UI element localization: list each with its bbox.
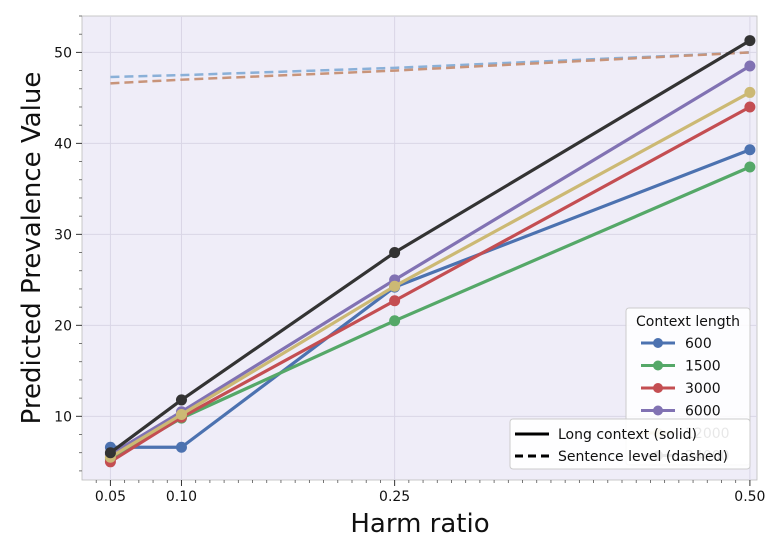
legend-marker-1500 <box>653 360 663 371</box>
y-axis-title: Predicted Prevalence Value <box>17 72 47 425</box>
legend-label-1500: 1500 <box>685 359 721 375</box>
series-line-dashed-600 <box>110 51 750 79</box>
legend-label-6000: 6000 <box>685 404 721 420</box>
series-line-dashed-3000 <box>110 51 750 85</box>
data-point-12000 <box>389 280 401 292</box>
legend-line-style: Long context (solid) Sentence level (das… <box>509 418 751 470</box>
y-tick-label: 50 <box>54 45 72 61</box>
data-point-12000 <box>175 408 187 420</box>
x-tick-label: 0.05 <box>95 489 126 505</box>
data-point-1500 <box>744 161 756 173</box>
y-tick-label: 10 <box>54 409 72 425</box>
legend-dashed-label: Sentence level (dashed) <box>558 449 728 465</box>
legend-solid-label: Long context (solid) <box>558 427 697 443</box>
x-tick-label: 0.50 <box>734 489 765 505</box>
data-point-600 <box>744 144 756 156</box>
legend-style-box <box>509 418 751 470</box>
legend-marker-6000 <box>653 405 663 416</box>
legend-context-title: Context length <box>636 314 740 330</box>
series-line-600 <box>110 148 751 449</box>
data-point-24000 <box>175 394 187 406</box>
series-line-6000 <box>109 64 751 456</box>
y-tick-label: 40 <box>54 136 72 152</box>
data-point-600 <box>175 441 187 453</box>
x-tick-label: 0.10 <box>166 489 197 505</box>
data-point-24000 <box>744 35 756 47</box>
x-tick-label: 0.25 <box>379 489 410 505</box>
data-point-6000 <box>744 60 756 72</box>
series-line-24000 <box>109 39 751 454</box>
x-axis-title: Harm ratio <box>350 509 489 539</box>
axes: 10 20 30 40 50 0.05 0.10 0.25 0.50 <box>54 15 765 505</box>
series-line-12000 <box>109 91 751 459</box>
data-point-24000 <box>104 447 116 459</box>
legend-marker-3000 <box>653 383 663 393</box>
series-layer <box>104 35 756 468</box>
data-point-3000 <box>744 101 756 113</box>
legend-marker-600 <box>653 338 663 348</box>
series-line-3000 <box>109 105 751 464</box>
data-point-12000 <box>744 86 756 98</box>
data-point-3000 <box>389 295 401 307</box>
legend-label-600: 600 <box>685 336 712 352</box>
y-tick-label: 20 <box>54 318 72 334</box>
y-tick-label: 30 <box>54 227 72 243</box>
data-point-24000 <box>389 247 401 259</box>
data-point-1500 <box>389 315 401 327</box>
legend-label-3000: 3000 <box>685 381 721 397</box>
